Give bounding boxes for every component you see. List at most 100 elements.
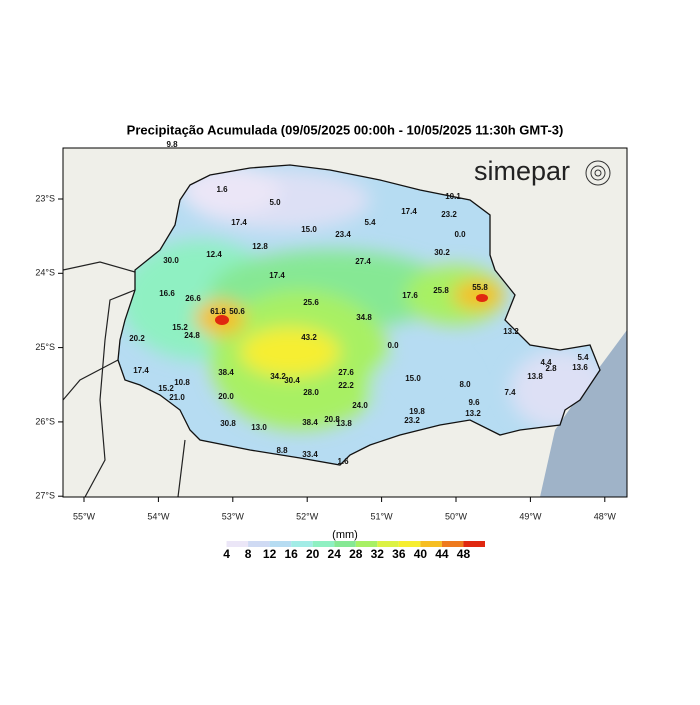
- station-value: 30.2: [434, 248, 450, 257]
- station-value: 13.6: [572, 363, 588, 372]
- lat-label: 23°S: [35, 193, 55, 203]
- colorbar-box: [334, 541, 356, 547]
- lat-label: 25°S: [35, 342, 55, 352]
- unit-label: (mm): [332, 529, 358, 541]
- lat-label: 27°S: [35, 491, 55, 501]
- station-value: 8.0: [459, 380, 471, 389]
- lon-label: 53°W: [222, 511, 245, 521]
- station-value: 20.0: [218, 392, 234, 401]
- station-value: 12.8: [252, 242, 268, 251]
- station-value: 1.6: [337, 457, 349, 466]
- station-value: 34.2: [270, 372, 286, 381]
- station-value: 50.6: [229, 307, 245, 316]
- station-value: 22.2: [338, 381, 354, 390]
- station-value: 38.4: [218, 368, 234, 377]
- station-value: 55.8: [472, 283, 488, 292]
- colorbar-label: 24: [328, 547, 342, 561]
- station-value: 15.2: [172, 323, 188, 332]
- colorbar-box: [355, 541, 378, 547]
- colorbar-label: 48: [457, 547, 471, 561]
- logo: simepar: [474, 156, 570, 186]
- colorbar-box: [205, 541, 227, 547]
- station-value: 23.2: [404, 416, 420, 425]
- station-value: 17.4: [231, 218, 247, 227]
- logo-icon: [585, 160, 611, 186]
- station-value: 34.8: [356, 313, 372, 322]
- station-value: 7.4: [504, 388, 516, 397]
- station-value: 5.4: [577, 353, 589, 362]
- lat-label: 24°S: [35, 268, 55, 278]
- station-value: 1.6: [216, 185, 228, 194]
- station-value: 25.6: [303, 298, 319, 307]
- station-value: 20.8: [324, 415, 340, 424]
- station-value: 13.0: [251, 423, 267, 432]
- ocean: [540, 330, 627, 497]
- station-value: 24.8: [184, 331, 200, 340]
- station-value: 15.0: [301, 225, 317, 234]
- station-value: 2.8: [545, 364, 557, 373]
- colorbar-label: 16: [284, 547, 298, 561]
- station-value: 27.6: [338, 368, 354, 377]
- map-frame: [62, 147, 628, 498]
- station-value: 33.4: [302, 450, 318, 459]
- colorbar-box: [398, 541, 421, 547]
- station-value: 12.4: [206, 250, 222, 259]
- station-value: 10.8: [174, 378, 190, 387]
- colorbar-box: [226, 541, 249, 547]
- station-value: 8.8: [276, 446, 288, 455]
- station-value: 20.2: [129, 334, 145, 343]
- colorbar-label: 40: [414, 547, 428, 561]
- station-value: 25.8: [433, 286, 449, 295]
- borders: [63, 261, 186, 497]
- station-value: 13.8: [527, 372, 543, 381]
- station-value: 13.2: [465, 409, 481, 418]
- station-value: 23.4: [335, 230, 351, 239]
- colorbar-box: [441, 541, 464, 547]
- station-value: 26.6: [185, 294, 201, 303]
- colorbar-box: [377, 541, 399, 547]
- station-value: 17.4: [269, 271, 285, 280]
- map-area: [63, 148, 627, 497]
- station-value: 0.0: [387, 341, 399, 350]
- colorbar-label: 12: [263, 547, 277, 561]
- lon-label: 55°W: [73, 511, 96, 521]
- station-value: 17.4: [133, 366, 149, 375]
- lon-label: 52°W: [296, 511, 319, 521]
- lon-label: 54°W: [147, 511, 170, 521]
- station-value: 4.4: [540, 358, 552, 367]
- station-value: 19.8: [409, 407, 425, 416]
- lon-label: 50°W: [445, 511, 468, 521]
- station-value: 30.4: [284, 376, 300, 385]
- lon-label: 48°W: [594, 511, 617, 521]
- map-title: Precipitação Acumulada (09/05/2025 00:00…: [127, 122, 564, 137]
- station-value: 23.2: [441, 210, 457, 219]
- station-value: 5.0: [269, 198, 281, 207]
- station-value: 5.4: [364, 218, 376, 227]
- lon-label: 49°W: [519, 511, 542, 521]
- station-value: 43.2: [301, 333, 317, 342]
- station-value: 24.0: [352, 401, 368, 410]
- colorbar-box: [269, 541, 292, 547]
- colorbar-label: 36: [392, 547, 406, 561]
- station-value: 15.2: [158, 384, 174, 393]
- colorbar-box: [463, 541, 485, 547]
- overlay: 55°W 54°W 53°W 52°W 51°W 50°W 49°W 48°W 23°S 24°S…: [35, 140, 616, 561]
- lat-label: 26°S: [35, 416, 55, 426]
- colorbar-label: 4: [223, 547, 230, 561]
- station-value: 30.0: [163, 256, 179, 265]
- lon-label: 51°W: [371, 511, 394, 521]
- station-value: 27.4: [355, 257, 371, 266]
- station-value: 16.6: [159, 289, 175, 298]
- station-value: 17.4: [401, 207, 417, 216]
- station-value: 28.0: [303, 388, 319, 397]
- station-value: 15.0: [405, 374, 421, 383]
- colorbar-box: [312, 541, 335, 547]
- station-value: 13.8: [336, 419, 352, 428]
- colorbar-box: [420, 541, 442, 547]
- station-value: 21.0: [169, 393, 185, 402]
- station-value: 17.6: [402, 291, 418, 300]
- station-value: 0.0: [454, 230, 466, 239]
- colorbar-label: 44: [435, 547, 449, 561]
- colorbar-box: [291, 541, 313, 547]
